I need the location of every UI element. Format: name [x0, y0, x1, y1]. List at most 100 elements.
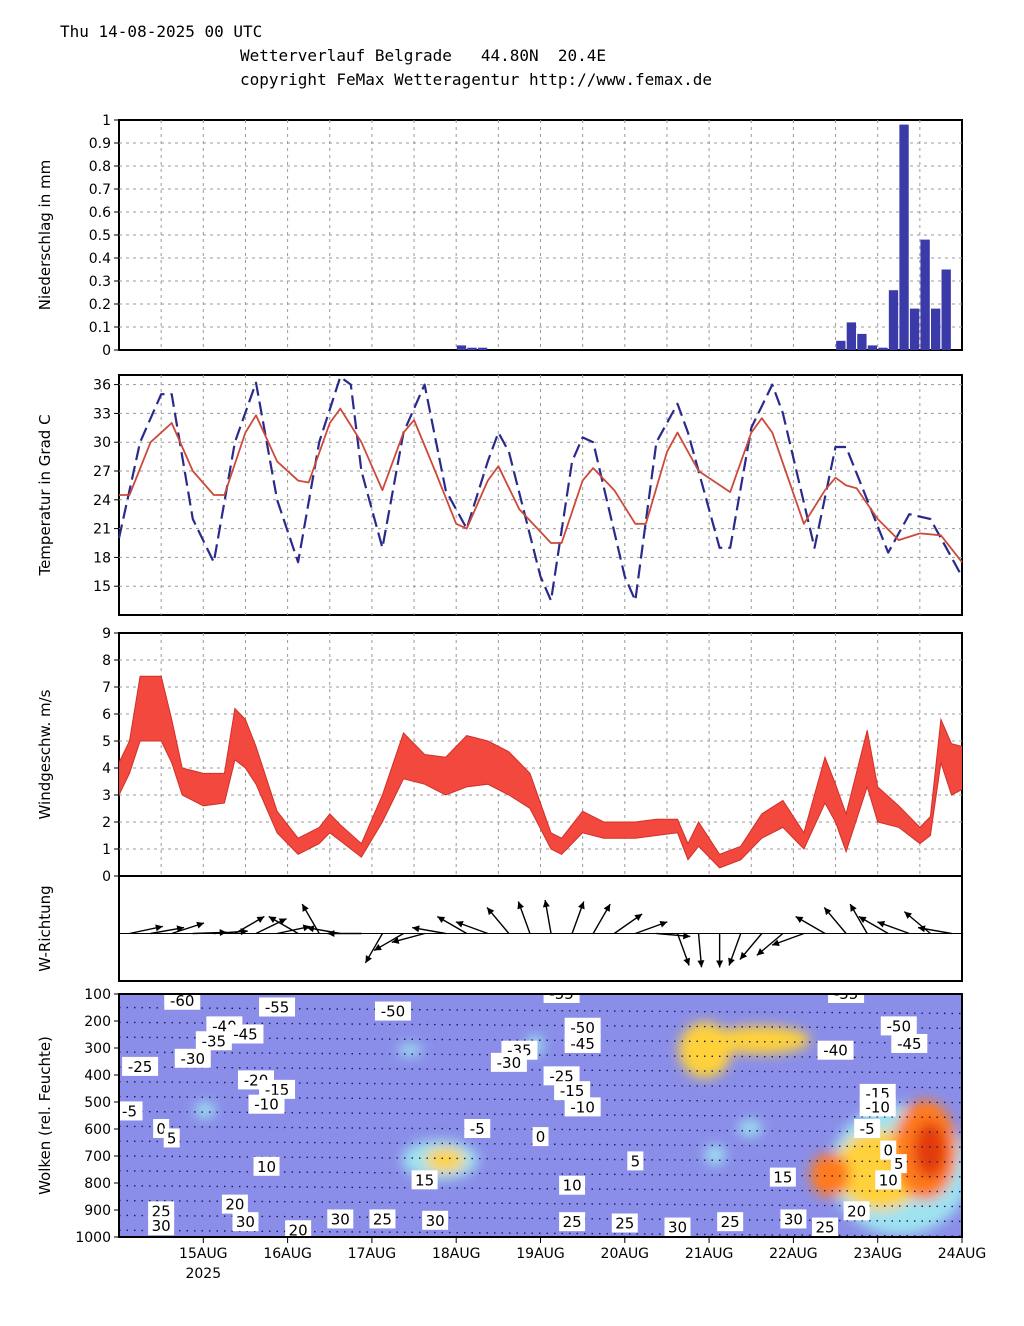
contour-labels: -60 -55 -50-55 -55-40-45 -50 -50-35 -45 -45-40-… [119, 985, 928, 1239]
cloud-blob [810, 1153, 850, 1197]
contour-label: 30 [784, 1210, 803, 1228]
contour-label: -5 [860, 1120, 875, 1138]
precip-bar [899, 124, 909, 350]
x-tick-label: 15AUG [179, 1246, 228, 1262]
contour-label-box [559, 1212, 586, 1232]
contour-label: 20 [289, 1221, 308, 1239]
y-axis-label: Windgeschw. m/s [36, 689, 54, 819]
contour-label: 0 [536, 1128, 546, 1146]
temp-solid-series [119, 407, 963, 563]
contour-label-box [411, 1170, 438, 1190]
contour-label: -15 [265, 1081, 290, 1099]
gridlines [119, 120, 962, 876]
contour-label-box [843, 1201, 870, 1221]
contour-label: 10 [879, 1171, 898, 1189]
cloud-blob [425, 1148, 465, 1172]
contour-label-box [564, 1033, 601, 1053]
contour-label: -40 [823, 1042, 848, 1060]
y-tick-label: 5 [102, 734, 111, 750]
y-tick-label: 6 [102, 707, 111, 723]
contour-label-box [122, 1056, 159, 1076]
y-tick-label: 0.1 [89, 320, 111, 336]
y-tick-label: 700 [84, 1149, 111, 1165]
contour-label: -25 [549, 1067, 574, 1085]
contour-label-box [148, 1216, 175, 1236]
precip-bar [846, 322, 857, 350]
contour-label-box [259, 1079, 296, 1099]
contour-label-box [253, 1156, 280, 1176]
contour-label: 5 [167, 1129, 177, 1147]
wind-arrow-head [437, 916, 446, 924]
precip-bar [930, 308, 941, 350]
y-tick-label: 24 [93, 493, 111, 509]
wind-speed-band [119, 675, 962, 869]
y-axis-label: Wolken (rel. Feuchte) [36, 1036, 54, 1195]
y-tick-label: 7 [102, 680, 111, 696]
y-tick-label: 30 [93, 435, 111, 451]
contour-label-box [422, 1210, 449, 1230]
contour-label: -55 [834, 985, 859, 1003]
contour-label-box [163, 1128, 180, 1148]
precip-bar [909, 308, 920, 350]
precip-bar [836, 340, 846, 350]
contour-label-box [817, 1040, 854, 1060]
wind-arrow-head [824, 907, 832, 916]
contour-label-box [285, 1220, 312, 1237]
contour-label: -50 [570, 1019, 595, 1037]
y-axis-label: Temperatur in Grad C [36, 414, 54, 576]
precip-bar [920, 239, 930, 350]
contour-label: 30 [152, 1217, 171, 1235]
contour-label-box [259, 997, 296, 1017]
wind-arrow-head [728, 957, 735, 966]
contour-label-box [875, 1170, 902, 1190]
contour-label: -50 [381, 1003, 406, 1021]
contour-label-box [717, 1212, 744, 1232]
contour-label: -25 [128, 1058, 153, 1076]
wind-arrow-head [578, 901, 585, 910]
contour-label: -15 [560, 1082, 585, 1100]
y-tick-label: 200 [84, 1014, 111, 1030]
wind-arrow-head [904, 911, 912, 919]
wind-arrow-head [365, 955, 372, 963]
contour-label-box [812, 1217, 839, 1237]
cloud-blob [738, 1120, 762, 1136]
y-tick-label: 1000 [75, 1230, 111, 1246]
y-axis-label: W-Richtung [36, 885, 54, 971]
precip-bar [878, 347, 888, 350]
y-tick-label: 0.8 [89, 159, 111, 175]
contour-label-box [195, 1031, 232, 1051]
y-tick-label: 0.7 [89, 182, 111, 198]
wind-arrow-head [268, 916, 277, 924]
contour-label-box [627, 1151, 644, 1171]
y-tick-label: 300 [84, 1041, 111, 1057]
precip-bar [888, 290, 899, 350]
contour-label: 20 [225, 1196, 244, 1214]
contour-label-box [769, 1167, 796, 1187]
contour-label-box [532, 1127, 549, 1147]
y-tick-label: 0.5 [89, 228, 111, 244]
wind-arrow-head [176, 925, 185, 933]
y-tick-label: 0 [102, 343, 111, 359]
wind-arrow-head [917, 925, 926, 933]
contour-label: -60 [170, 992, 195, 1010]
y-tick-label: 0.2 [89, 297, 111, 313]
y-tick-label: 4 [102, 761, 111, 777]
contour-label-box [248, 1094, 285, 1114]
contour-label-box [174, 1048, 211, 1068]
precip-bar [467, 347, 477, 350]
wind-arrow-head [858, 916, 867, 924]
contour-label-box [664, 1217, 691, 1237]
contour-label: 30 [426, 1212, 445, 1230]
wind-arrow-head [850, 904, 857, 912]
contour-label: 5 [894, 1155, 904, 1173]
y-tick-label: 500 [84, 1095, 111, 1111]
y-tick-label: 800 [84, 1176, 111, 1192]
y-tick-label: 8 [102, 653, 111, 669]
y-tick-label: 9 [102, 626, 111, 642]
cloud-blob [398, 1044, 422, 1056]
y-tick-label: 100 [84, 987, 111, 1003]
wind-arrow-head [795, 916, 804, 924]
precip-bar [477, 347, 488, 350]
contour-label-box [854, 1119, 881, 1138]
contour-label-box [119, 1101, 143, 1121]
